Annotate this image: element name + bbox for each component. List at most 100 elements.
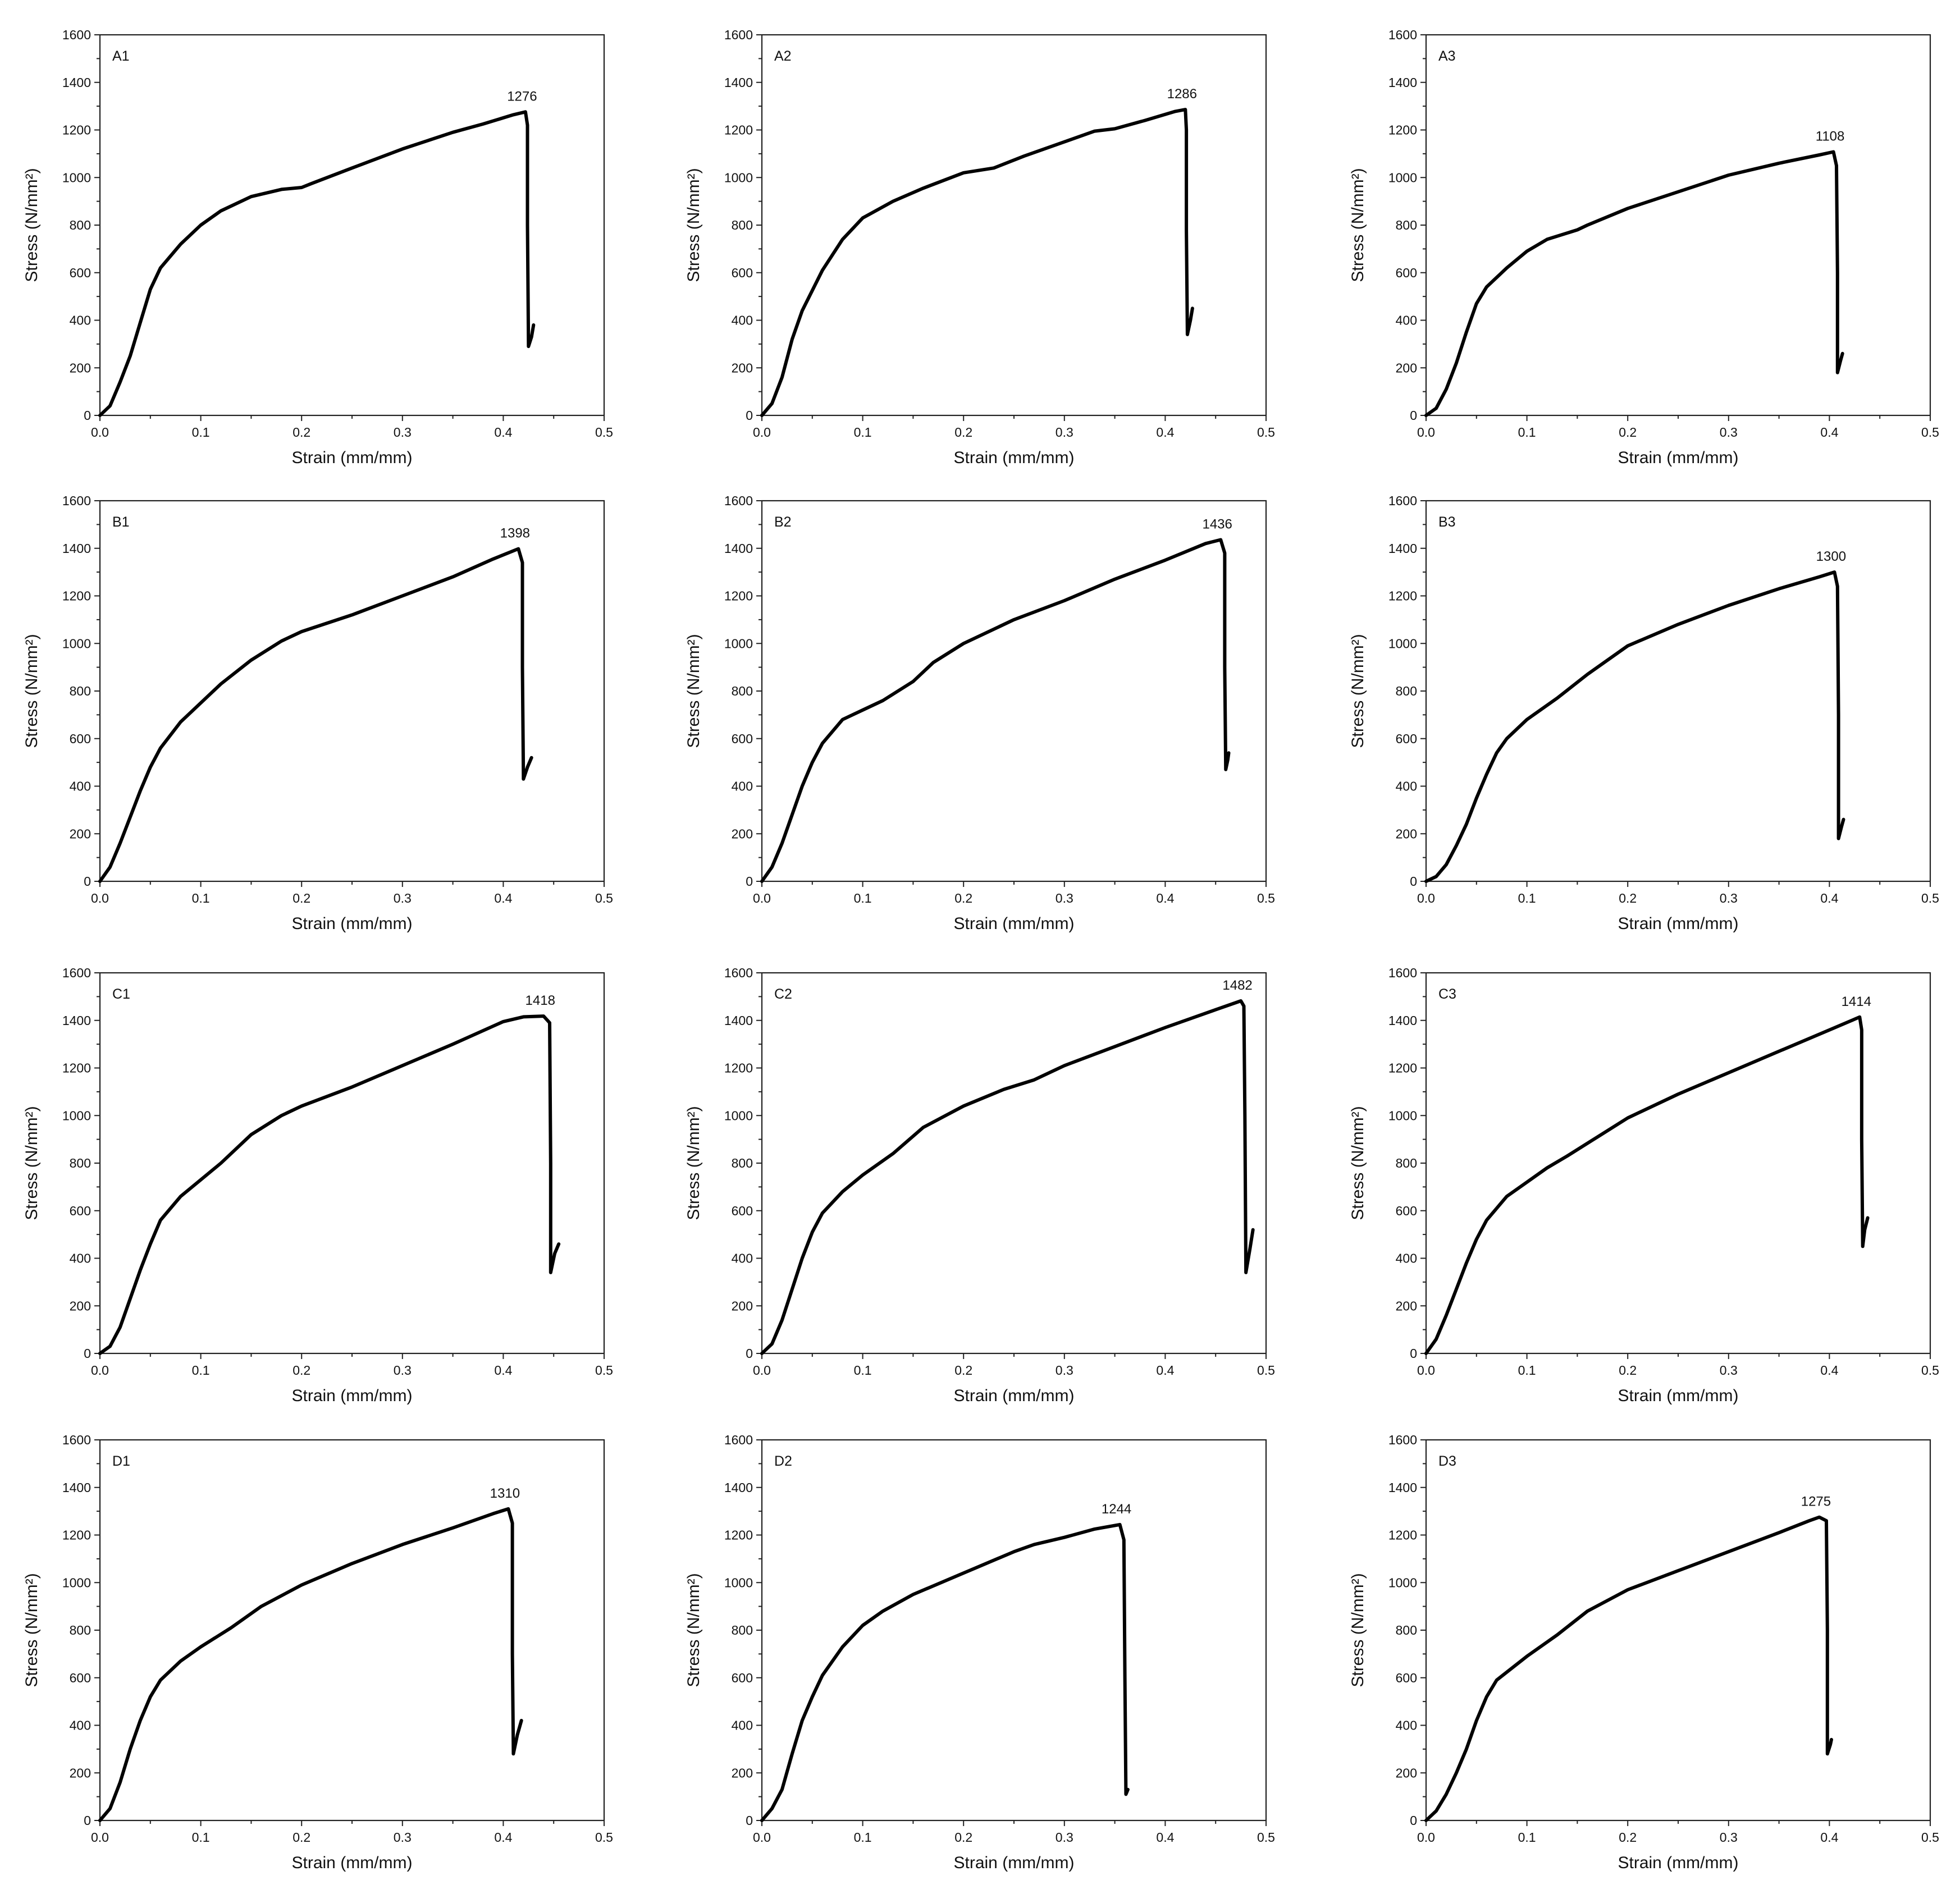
x-tick-label: 0.5 — [595, 1363, 613, 1378]
y-tick-label: 1000 — [62, 1575, 91, 1590]
plot-frame — [1425, 972, 1931, 1355]
y-tick-label: 1200 — [1388, 123, 1417, 138]
y-tick-label: 400 — [732, 1251, 753, 1266]
y-tick-label: 1000 — [1388, 1108, 1417, 1123]
x-tick-label: 0.3 — [1056, 425, 1073, 440]
panel-c3: 0.0 0.1 0.2 0.3 0.4 0.5 0 200 400 600 800 1000 1200 1… — [1349, 966, 1939, 1405]
x-tick-label: 0.5 — [1921, 1830, 1939, 1845]
stress-strain-curve — [98, 547, 533, 883]
y-tick-label: 400 — [70, 1718, 91, 1733]
y-axis-title: Stress (N/mm²) — [684, 1106, 703, 1220]
y-tick-label: 400 — [1396, 1718, 1417, 1733]
x-tick-label: 0.1 — [1518, 891, 1536, 905]
x-tick-label: 0.5 — [1257, 1830, 1275, 1845]
x-tick-label: 0.2 — [954, 1830, 972, 1845]
x-tick-label: 0.0 — [91, 1363, 109, 1378]
x-tick-label: 0.3 — [394, 425, 412, 440]
x-tick-label: 0.1 — [1518, 425, 1536, 440]
y-axis-title: Stress (N/mm²) — [22, 634, 41, 748]
y-tick-label: 600 — [70, 1671, 91, 1685]
plot-frame — [1425, 34, 1931, 417]
x-tick-label: 0.2 — [954, 1363, 972, 1378]
x-tick-label: 0.1 — [192, 425, 210, 440]
x-axis-title: Strain (mm/mm) — [954, 1387, 1075, 1405]
peak-stress-label: 1418 — [526, 993, 555, 1008]
y-tick-label: 400 — [732, 313, 753, 328]
y-tick-label: 800 — [70, 684, 91, 698]
y-tick-label: 400 — [732, 1718, 753, 1733]
x-tick-label: 0.3 — [1056, 1363, 1073, 1378]
x-tick-label: 0.4 — [1820, 891, 1838, 905]
stress-strain-curve — [1424, 1015, 1870, 1355]
x-tick-label: 0.4 — [1820, 1363, 1838, 1378]
x-tick-label: 0.3 — [394, 1830, 412, 1845]
stress-strain-curve — [98, 1507, 523, 1822]
y-axis-title: Stress (N/mm²) — [684, 1573, 703, 1687]
stress-strain-curve — [760, 108, 1194, 417]
x-tick-label: 0.3 — [1720, 891, 1738, 905]
x-tick-label: 0.1 — [1518, 1830, 1536, 1845]
x-tick-label: 0.0 — [91, 891, 109, 905]
y-tick-label: 1000 — [724, 1575, 753, 1590]
y-axis-title: Stress (N/mm²) — [22, 1106, 41, 1220]
y-tick-label: 800 — [732, 1156, 753, 1170]
x-axis-title: Strain (mm/mm) — [292, 914, 413, 933]
y-tick-label: 1600 — [1388, 493, 1417, 508]
y-tick-label: 1000 — [1388, 170, 1417, 185]
y-tick-label: 1400 — [62, 75, 91, 90]
plot-frame — [99, 1439, 605, 1822]
peak-stress-label: 1398 — [500, 526, 530, 541]
peak-stress-label: 1275 — [1801, 1494, 1831, 1509]
y-tick-label: 800 — [1396, 1156, 1417, 1170]
y-tick-label: 600 — [732, 266, 753, 280]
y-tick-label: 1600 — [1388, 28, 1417, 42]
y-tick-label: 600 — [732, 1671, 753, 1685]
y-tick-label: 400 — [70, 313, 91, 328]
y-tick-label: 800 — [732, 684, 753, 698]
x-tick-label: 0.4 — [1156, 1830, 1174, 1845]
x-tick-label: 0.5 — [1257, 425, 1275, 440]
panel-label: C3 — [1438, 986, 1456, 1002]
x-tick-label: 0.2 — [293, 1830, 310, 1845]
peak-stress-label: 1482 — [1222, 978, 1252, 993]
y-tick-label: 1200 — [724, 123, 753, 138]
x-tick-label: 0.0 — [1417, 891, 1435, 905]
y-tick-label: 200 — [732, 826, 753, 841]
x-tick-label: 0.5 — [595, 1830, 613, 1845]
x-tick-label: 0.0 — [91, 425, 109, 440]
y-tick-label: 600 — [70, 731, 91, 746]
x-axis-title: Strain (mm/mm) — [292, 1387, 413, 1405]
y-tick-label: 1000 — [62, 170, 91, 185]
y-tick-label: 1600 — [724, 1433, 753, 1447]
panel-label: A2 — [774, 48, 792, 64]
plot-frame — [761, 500, 1267, 882]
x-tick-label: 0.3 — [1720, 1363, 1738, 1378]
y-tick-label: 1000 — [1388, 1575, 1417, 1590]
y-tick-label: 200 — [70, 826, 91, 841]
x-tick-label: 0.2 — [1619, 425, 1637, 440]
y-tick-label: 800 — [732, 1623, 753, 1637]
x-tick-label: 0.1 — [854, 891, 872, 905]
panel-label: A3 — [1438, 48, 1456, 64]
y-tick-label: 400 — [1396, 1251, 1417, 1266]
y-axis-title: Stress (N/mm²) — [684, 634, 703, 748]
y-tick-label: 1600 — [1388, 1433, 1417, 1447]
y-tick-label: 1400 — [724, 1480, 753, 1495]
y-tick-label: 200 — [732, 360, 753, 375]
panel-label: B2 — [774, 514, 792, 530]
x-tick-label: 0.4 — [494, 1830, 512, 1845]
x-tick-label: 0.1 — [854, 1830, 872, 1845]
x-tick-label: 0.5 — [1921, 891, 1939, 905]
y-tick-label: 0 — [746, 874, 753, 889]
y-tick-label: 1400 — [724, 75, 753, 90]
y-tick-label: 400 — [70, 779, 91, 794]
panel-label: B1 — [112, 514, 130, 530]
x-tick-label: 0.3 — [1056, 891, 1073, 905]
y-tick-label: 1200 — [1388, 1528, 1417, 1543]
x-tick-label: 0.2 — [293, 1363, 310, 1378]
x-tick-label: 0.1 — [192, 1363, 210, 1378]
y-tick-label: 200 — [70, 1298, 91, 1313]
panel-d3: 0.0 0.1 0.2 0.3 0.4 0.5 0 200 400 600 800 1000 1200 1… — [1349, 1433, 1939, 1872]
y-tick-label: 1400 — [62, 541, 91, 556]
y-axis-title: Stress (N/mm²) — [1349, 1106, 1367, 1220]
